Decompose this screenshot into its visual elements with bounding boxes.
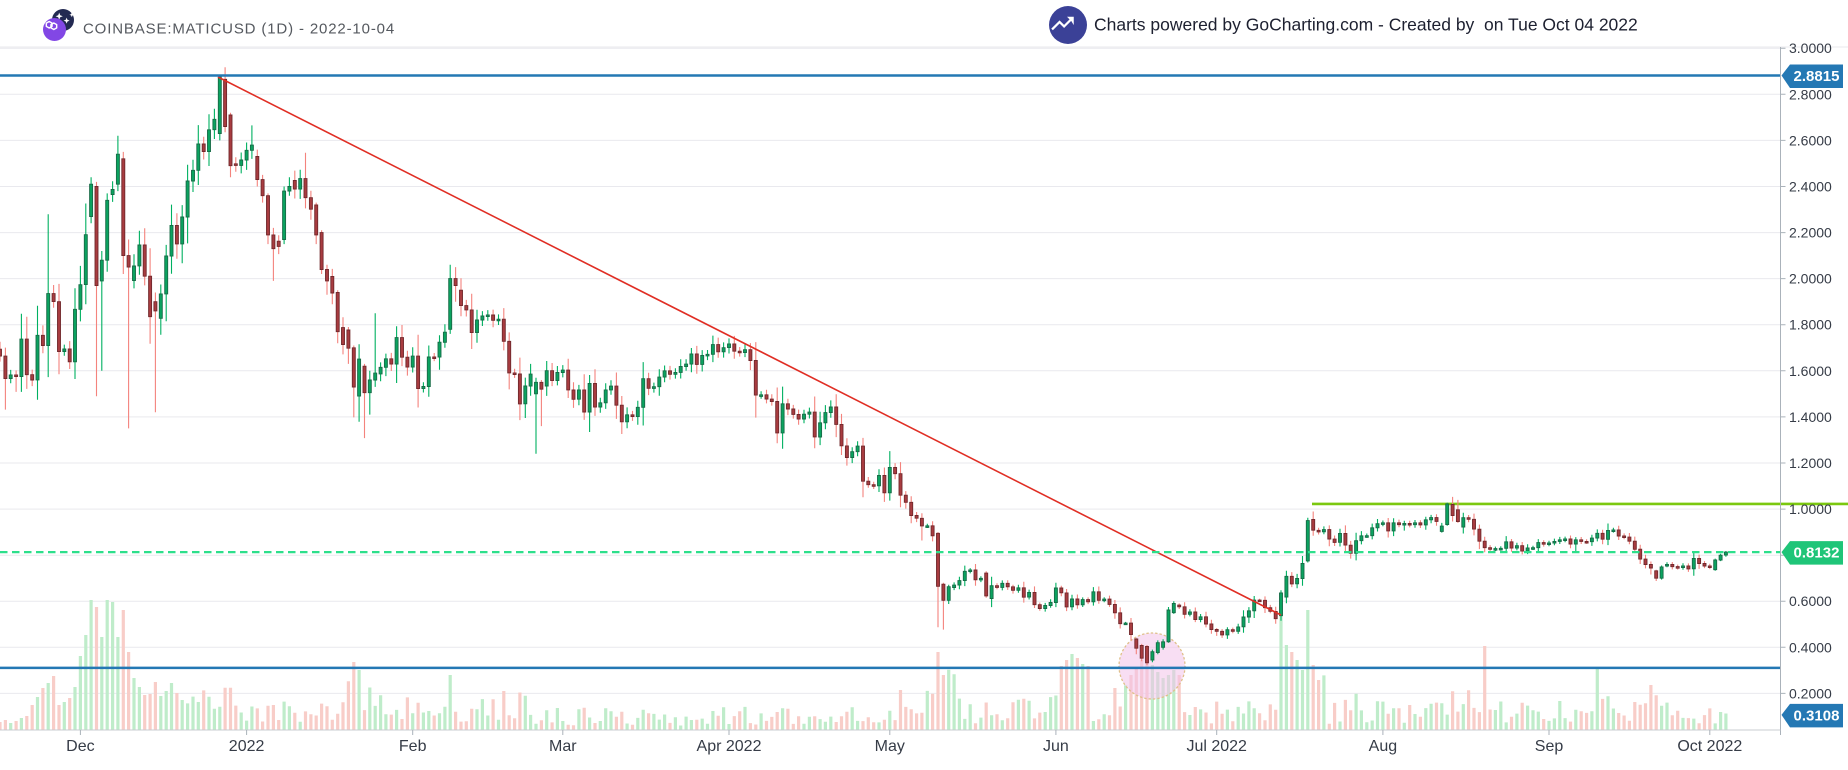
- svg-text:Feb: Feb: [399, 738, 427, 755]
- svg-text:2.4000: 2.4000: [1789, 179, 1832, 195]
- svg-text:2.0000: 2.0000: [1789, 271, 1832, 287]
- svg-text:1.2000: 1.2000: [1789, 455, 1832, 471]
- svg-text:2022: 2022: [229, 738, 265, 755]
- svg-text:2.2000: 2.2000: [1789, 225, 1832, 241]
- svg-text:1.4000: 1.4000: [1789, 409, 1832, 425]
- svg-text:0.6000: 0.6000: [1789, 593, 1832, 609]
- svg-text:2.6000: 2.6000: [1789, 132, 1832, 148]
- svg-text:1.8000: 1.8000: [1789, 317, 1832, 333]
- svg-text:2.8815: 2.8815: [1794, 68, 1840, 85]
- svg-text:Dec: Dec: [66, 738, 94, 755]
- svg-text:0.2000: 0.2000: [1789, 685, 1832, 701]
- svg-text:2.8000: 2.8000: [1789, 86, 1832, 102]
- svg-text:Apr 2022: Apr 2022: [697, 738, 762, 755]
- svg-text:Aug: Aug: [1369, 738, 1397, 755]
- svg-text:0.8132: 0.8132: [1794, 545, 1840, 562]
- svg-text:May: May: [875, 738, 905, 755]
- svg-text:Mar: Mar: [549, 738, 577, 755]
- svg-text:Jun: Jun: [1043, 738, 1069, 755]
- svg-text:Jul 2022: Jul 2022: [1186, 738, 1247, 755]
- svg-text:Oct 2022: Oct 2022: [1677, 738, 1742, 755]
- svg-text:1.6000: 1.6000: [1789, 363, 1832, 379]
- svg-text:0.4000: 0.4000: [1789, 639, 1832, 655]
- svg-text:3.0000: 3.0000: [1789, 40, 1832, 56]
- svg-text:Sep: Sep: [1535, 738, 1564, 755]
- svg-text:1.0000: 1.0000: [1789, 501, 1832, 517]
- svg-text:0.3108: 0.3108: [1794, 707, 1840, 724]
